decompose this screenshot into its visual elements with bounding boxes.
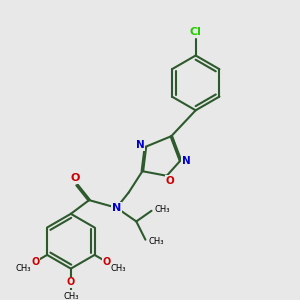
Text: O: O <box>31 257 39 267</box>
Text: CH₃: CH₃ <box>154 205 170 214</box>
Text: N: N <box>112 203 121 213</box>
Text: O: O <box>67 277 75 287</box>
Text: O: O <box>165 176 174 186</box>
Text: CH₃: CH₃ <box>63 292 79 300</box>
Text: CH₃: CH₃ <box>148 237 164 246</box>
Text: O: O <box>102 257 111 267</box>
Text: O: O <box>71 173 80 183</box>
Text: N: N <box>182 155 190 166</box>
Text: N: N <box>136 140 144 150</box>
Text: Cl: Cl <box>190 27 202 37</box>
Text: CH₃: CH₃ <box>110 264 126 273</box>
Text: CH₃: CH₃ <box>16 264 31 273</box>
